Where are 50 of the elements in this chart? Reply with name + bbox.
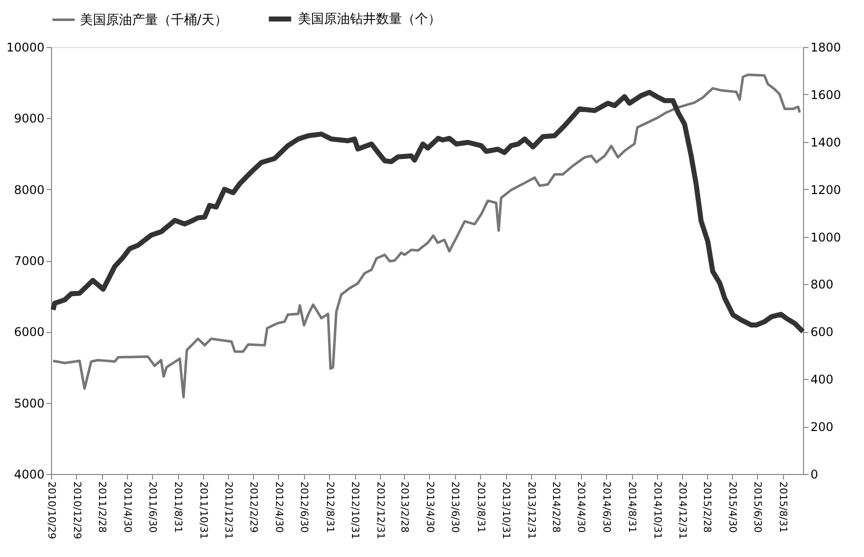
x-tick-label: 2013/6/30 xyxy=(449,482,460,533)
line-series xyxy=(52,74,801,398)
x-tick-label: 2015/2/28 xyxy=(701,482,712,533)
y2-tick-label: 600 xyxy=(810,325,834,340)
x-tick-label: 2011/6/30 xyxy=(146,482,158,533)
y2-tick-label: 400 xyxy=(810,372,834,387)
y2-tick-label: 1600 xyxy=(810,88,842,102)
y-tick-label: 10000 xyxy=(6,40,44,54)
legend-label: 美国原油产量（千桶/天） xyxy=(80,12,228,28)
x-tick-label: 2014/8/31 xyxy=(626,482,638,533)
y2-tick-label: 0 xyxy=(810,468,818,482)
x-tick-label: 2013/2/28 xyxy=(398,482,410,533)
x-tick-label: 2012/4/30 xyxy=(272,482,284,533)
y-tick-label: 9000 xyxy=(14,112,44,126)
x-tick-label: 2013/10/31 xyxy=(500,482,512,540)
y2-tick-label: 200 xyxy=(810,420,834,434)
x-tick-label: 2011/12/31 xyxy=(222,482,234,540)
x-tick-label: 2013/8/31 xyxy=(474,482,486,533)
x-tick-label: 2013/12/31 xyxy=(525,482,536,540)
y-tick-label: 7000 xyxy=(14,254,44,268)
y2-tick-label: 1000 xyxy=(810,230,842,244)
x-tick-label: 2015/8/31 xyxy=(777,482,788,533)
x-tick-label: 2011/8/31 xyxy=(172,482,184,533)
x-tick-label: 2012/6/30 xyxy=(298,482,310,533)
y2-tick-label: 800 xyxy=(810,278,834,292)
y-tick-label: 8000 xyxy=(14,182,44,197)
x-tick-label: 2014/10/31 xyxy=(651,482,662,540)
x-tick-label: 2015/4/30 xyxy=(726,482,738,533)
x-tick-label: 2012/10/31 xyxy=(349,482,360,540)
x-tick-label: 2012/12/31 xyxy=(374,482,386,540)
x-tick-label: 2014/2/28 xyxy=(550,482,561,533)
y-tick-label: 5000 xyxy=(14,396,44,410)
x-tick-label: 2014/12/31 xyxy=(676,482,688,540)
x-tick-label: 2014/6/30 xyxy=(600,482,612,533)
y-tick-label: 4000 xyxy=(14,468,44,482)
legend-label: 美国原油钻井数量（个） xyxy=(298,11,441,27)
x-tick-label: 2010/12/29 xyxy=(70,482,82,540)
y-tick-label: 6000 xyxy=(14,325,44,340)
y2-tick-label: 1200 xyxy=(810,182,842,197)
x-tick-label: 2011/2/28 xyxy=(96,482,108,533)
x-tick-label: 2015/6/30 xyxy=(752,482,763,533)
x-tick-label: 2011/4/30 xyxy=(121,482,132,533)
x-tick-label: 2014/4/30 xyxy=(575,482,586,533)
x-tick-label: 2011/10/31 xyxy=(197,482,208,540)
x-tick-label: 2010/10/29 xyxy=(46,482,56,540)
x-tick-label: 2012/8/31 xyxy=(324,482,335,533)
x-tick-label: 2013/4/30 xyxy=(424,482,435,533)
y2-tick-label: 1800 xyxy=(810,40,842,54)
y2-tick-label: 1400 xyxy=(810,135,842,150)
x-tick-label: 2012/2/29 xyxy=(248,482,259,533)
